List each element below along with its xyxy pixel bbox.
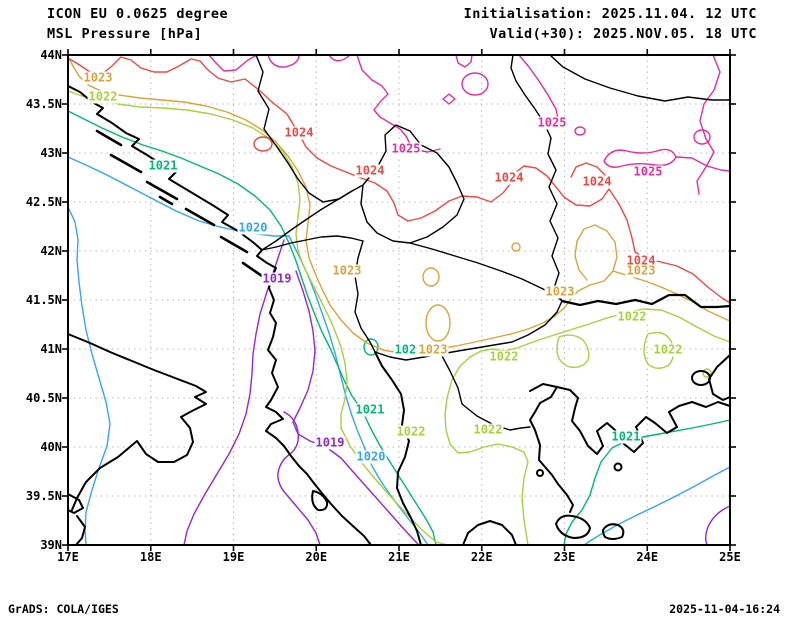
lat-label: 39.5N <box>25 489 62 503</box>
lon-label: 19E <box>222 550 245 564</box>
ionian-coast-bump <box>462 520 517 546</box>
lat-label: 41.5N <box>25 293 62 307</box>
lon-label: 18E <box>139 550 162 564</box>
italy-taranto-hook <box>67 493 84 514</box>
dalmatian-island <box>145 180 179 201</box>
coastlines-borders <box>67 54 732 546</box>
lon-label: 23E <box>553 550 576 564</box>
isobar-label-1023: 1023 <box>331 263 363 278</box>
isobars-1021 <box>67 110 731 546</box>
serbia-bulgaria-border <box>510 54 563 302</box>
header-left: ICON EU 0.0625 degree MSL Pressure [hPa] <box>47 4 228 44</box>
isobar-label-1023: 1023 <box>82 70 114 85</box>
small-island <box>536 469 544 477</box>
isobar-label-1022: 1022 <box>472 422 504 437</box>
isobar-label-1025: 1025 <box>632 164 664 179</box>
thermaic-gulf-coast <box>529 383 574 513</box>
dalmatian-island <box>158 195 174 206</box>
montenegro-albania-border <box>261 235 364 251</box>
lat-label: 41N <box>40 342 62 356</box>
lat-label: 40.5N <box>25 391 62 405</box>
model-title: ICON EU 0.0625 degree <box>47 6 229 22</box>
lat-label: 42N <box>40 244 62 258</box>
lat-label: 40N <box>40 440 62 454</box>
kosovo-border <box>360 124 465 244</box>
isobar-label-1019: 1019 <box>261 271 293 286</box>
dalmatian-island <box>241 261 264 278</box>
isobar-label-1024: 1024 <box>581 174 613 189</box>
lon-label: 22E <box>470 550 493 564</box>
isobar-label-1021: 1021 <box>147 158 179 173</box>
isobar-label-1024: 1024 <box>354 163 386 178</box>
chalkidiki-coast <box>556 386 731 455</box>
adriatic-coastline <box>67 85 372 546</box>
thasos-island <box>691 370 711 386</box>
isobar-label-1024: 1024 <box>493 170 525 185</box>
header-right: Initialisation: 2025.11.04. 12 UTC Valid(… <box>464 4 757 44</box>
parameter-title: MSL Pressure [hPa] <box>47 26 203 42</box>
italy-calabria-coast <box>75 515 86 546</box>
greece-bulgaria-border <box>560 293 732 309</box>
dalmatian-island <box>109 153 143 174</box>
lat-label: 43N <box>40 146 62 160</box>
lat-label: 39N <box>40 538 62 552</box>
aegean-island <box>555 514 591 539</box>
albania-greece-border-coast <box>374 351 422 546</box>
montenegro-border <box>261 190 353 251</box>
isobar-label-1022: 1022 <box>652 342 684 357</box>
init-time: Initialisation: 2025.11.04. 12 UTC <box>463 6 757 22</box>
isobar-label-1022: 1022 <box>488 349 520 364</box>
grads-credit: GrADS: COLA/IGES <box>8 602 119 616</box>
isobar-label-1025: 1025 <box>536 115 568 130</box>
isobar-label-1022: 1022 <box>395 424 427 439</box>
italy-puglia-coast <box>67 333 207 511</box>
valid-time: Valid(+30): 2025.NOV.05. 18 UTC <box>489 26 757 42</box>
isobar-label-1020: 1020 <box>355 449 387 464</box>
lat-label: 44N <box>40 48 62 62</box>
isobars-1020 <box>67 156 731 546</box>
isobar-label-1022: 1022 <box>616 309 648 324</box>
dalmatian-island <box>95 129 123 147</box>
thrace-coast <box>708 354 731 401</box>
corfu-island <box>311 490 329 512</box>
creation-timestamp: 2025-11-04-16:24 <box>669 602 780 616</box>
map-frame <box>67 54 731 546</box>
isobar-label-1024: 1024 <box>625 253 657 268</box>
isobar-label-1023: 1023 <box>417 342 449 357</box>
isobar-label-1020: 1020 <box>237 220 269 235</box>
lon-label: 25E <box>719 550 741 564</box>
lon-label: 21E <box>388 550 410 564</box>
small-island <box>613 462 623 472</box>
isobar-label-1021: 1021 <box>354 402 386 417</box>
dalmatian-island <box>219 235 249 254</box>
aegean-island <box>602 523 625 540</box>
isobars-1019 <box>183 239 731 546</box>
isobar-label-1023: 1023 <box>625 263 657 278</box>
macedonia-north-border <box>409 242 563 302</box>
lat-label: 43.5N <box>25 97 62 111</box>
grid-layer <box>68 55 730 545</box>
danube-border <box>549 54 731 102</box>
isobar-label-1021: 1021 <box>393 342 425 357</box>
isobar-label-1021: 1021 <box>610 429 642 444</box>
lon-label: 17E <box>57 550 79 564</box>
dalmatian-island <box>184 207 216 227</box>
lat-label: 42.5N <box>25 195 62 209</box>
isobar-label-1025: 1025 <box>390 141 422 156</box>
isobar-label-1022: 1022 <box>87 89 119 104</box>
lon-label: 20E <box>305 550 328 564</box>
macedonia-greece-border <box>374 300 563 361</box>
isobar-label-1023: 1023 <box>544 284 576 299</box>
isobar-label-1024: 1024 <box>283 125 315 140</box>
lon-label: 24E <box>636 550 659 564</box>
isobar-label-1019: 1019 <box>314 435 346 450</box>
border-to-thermaic-gulf <box>440 353 531 431</box>
albania-east-border <box>354 240 376 353</box>
